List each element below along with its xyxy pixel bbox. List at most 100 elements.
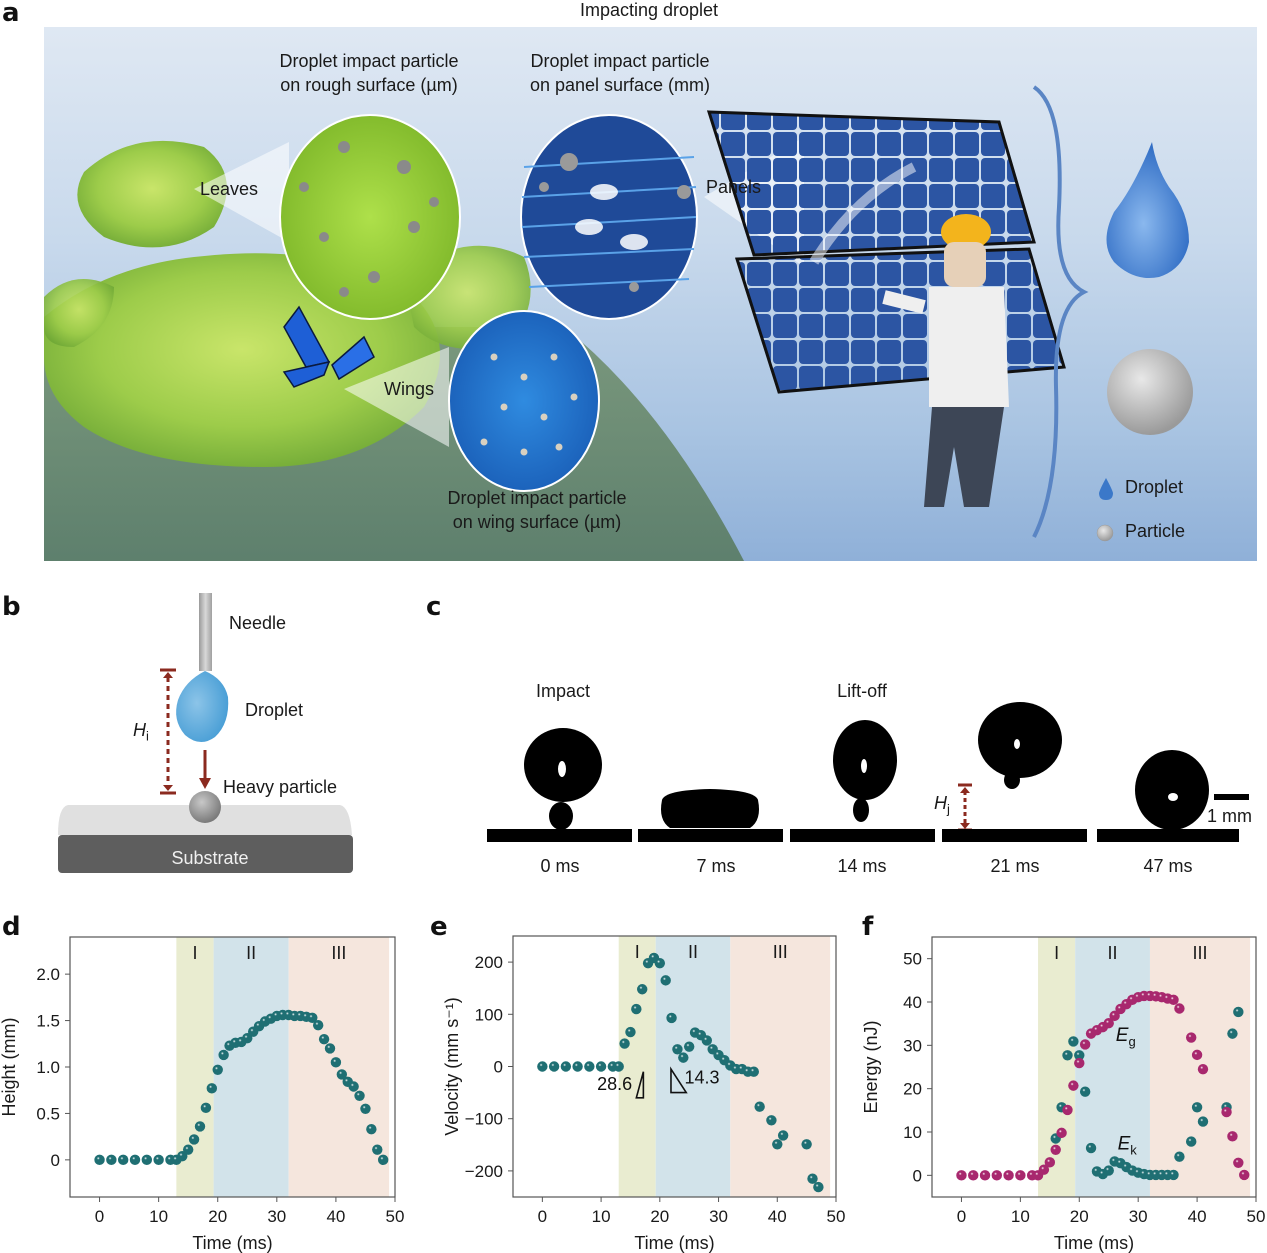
frame-14ms-droplet: [833, 720, 897, 822]
data-point-eg: [1186, 1032, 1197, 1043]
data-point-eg: [1044, 1157, 1056, 1168]
slope-label: 14.3: [684, 1068, 719, 1088]
data-point-velocity: [748, 1066, 759, 1077]
slope-label: 28.6: [597, 1074, 632, 1094]
data-point-ek: [1227, 1028, 1238, 1039]
frame-47ms-droplet: [1135, 750, 1209, 830]
x-tick-label: 0: [95, 1207, 104, 1226]
panel-e-letter: e: [430, 912, 448, 942]
data-point-velocity: [613, 1061, 624, 1072]
panels-label: Panels: [706, 177, 762, 197]
x-axis-label: Time (ms): [634, 1233, 714, 1253]
data-point-height: [324, 1043, 336, 1054]
data-point-velocity: [654, 957, 666, 969]
panel-surface-caption-line2: on panel surface (mm): [529, 75, 711, 95]
substrate-label: Substrate: [171, 848, 249, 868]
data-point-height: [372, 1144, 383, 1155]
data-point-eg: [1109, 1010, 1120, 1022]
x-tick-label: 30: [1129, 1207, 1148, 1226]
worker-figure: [882, 214, 1009, 507]
particle-icon: [1096, 524, 1114, 542]
panel-a-letter: a: [2, 0, 20, 28]
data-point-velocity: [572, 1061, 583, 1072]
x-tick-label: 50: [1247, 1207, 1266, 1226]
data-point-height: [141, 1154, 153, 1166]
data-point-ek: [1079, 1086, 1091, 1097]
data-point-velocity: [637, 984, 648, 995]
data-point-ek: [1168, 1169, 1179, 1181]
data-point-eg: [1227, 1131, 1238, 1142]
data-point-ek: [1233, 1006, 1244, 1018]
frame-0ms-substrate: [487, 829, 632, 842]
data-point-eg: [1062, 1104, 1073, 1116]
data-point-height: [336, 1069, 348, 1080]
jump-height-arrow: [958, 783, 972, 832]
data-point-velocity: [584, 1061, 595, 1072]
x-tick-label: 10: [1011, 1207, 1030, 1226]
data-point-height: [307, 1012, 318, 1023]
frame-time-label: 14 ms: [837, 856, 887, 876]
data-point-eg: [979, 1170, 991, 1181]
data-point-ek: [1103, 1165, 1114, 1176]
data-point-ek: [1062, 1050, 1073, 1061]
data-point-velocity: [683, 1041, 695, 1052]
liftoff-phase-label: Lift-off: [837, 681, 887, 701]
x-tick-label: 40: [1188, 1207, 1207, 1226]
data-point-eg: [1079, 1039, 1091, 1050]
data-point-velocity: [766, 1115, 777, 1126]
region-2-band: [213, 937, 289, 1197]
needle-icon: [199, 593, 212, 671]
data-point-ek: [1074, 1050, 1085, 1061]
high-speed-image-sequence: [524, 702, 1249, 832]
x-axis-label: Time (ms): [192, 1233, 272, 1253]
data-point-height: [218, 1049, 229, 1061]
heavy-particle-icon: [189, 791, 221, 823]
y-tick-label: 0: [913, 1166, 922, 1185]
panel-c-letter: c: [426, 592, 442, 622]
wing-surface-caption-line1: Droplet impact particle: [447, 488, 627, 508]
panel-a-illustration: Leaves Wings Panels Droplet impact parti…: [44, 27, 1257, 561]
data-point-velocity: [548, 1061, 560, 1072]
lotus-leaf-edge: [44, 279, 114, 347]
data-point-height: [153, 1154, 164, 1166]
region-label: II: [246, 943, 256, 963]
region-label: III: [331, 943, 346, 963]
data-point-eg: [1015, 1170, 1026, 1181]
data-point-height: [200, 1102, 212, 1114]
data-point-eg: [1197, 1063, 1209, 1075]
x-tick-label: 30: [267, 1207, 286, 1226]
data-point-eg: [1003, 1170, 1014, 1181]
droplet-label: Droplet: [245, 700, 304, 720]
slope-triangle: [670, 1066, 688, 1094]
data-point-eg: [968, 1170, 979, 1181]
region-2-band: [655, 936, 731, 1197]
wings-label: Wings: [384, 379, 435, 399]
x-tick-label: 0: [957, 1207, 966, 1226]
y-tick-label: 2.0: [36, 965, 60, 984]
data-point-ek: [1085, 1142, 1097, 1154]
leaves-label: Leaves: [200, 179, 259, 199]
data-point-ek: [1068, 1036, 1079, 1047]
x-tick-label: 40: [326, 1207, 345, 1226]
x-tick-label: 20: [1070, 1207, 1089, 1226]
data-point-height: [348, 1081, 359, 1092]
region-1-band: [618, 936, 656, 1197]
data-point-eg: [1103, 1018, 1114, 1029]
wing-surface-caption-line2: on wing surface (µm): [452, 512, 622, 532]
panel-b-letter: b: [2, 592, 21, 622]
data-point-velocity: [813, 1181, 824, 1193]
jump-height-symbol: Hj: [934, 793, 950, 817]
heavy-particle-label: Heavy particle: [223, 777, 338, 797]
y-tick-label: 10: [903, 1123, 922, 1142]
frame-time-label: 47 ms: [1143, 856, 1193, 876]
data-point-eg: [1221, 1106, 1232, 1118]
frame-time-label: 21 ms: [990, 856, 1040, 876]
data-point-velocity: [560, 1061, 572, 1072]
data-point-velocity: [807, 1173, 818, 1184]
y-tick-label: 1.0: [36, 1058, 60, 1077]
data-point-height: [366, 1124, 377, 1135]
panel-a-title: Impacting droplet: [579, 0, 719, 20]
frame-7ms-substrate: [638, 829, 783, 842]
falling-direction-arrow: [199, 750, 211, 789]
